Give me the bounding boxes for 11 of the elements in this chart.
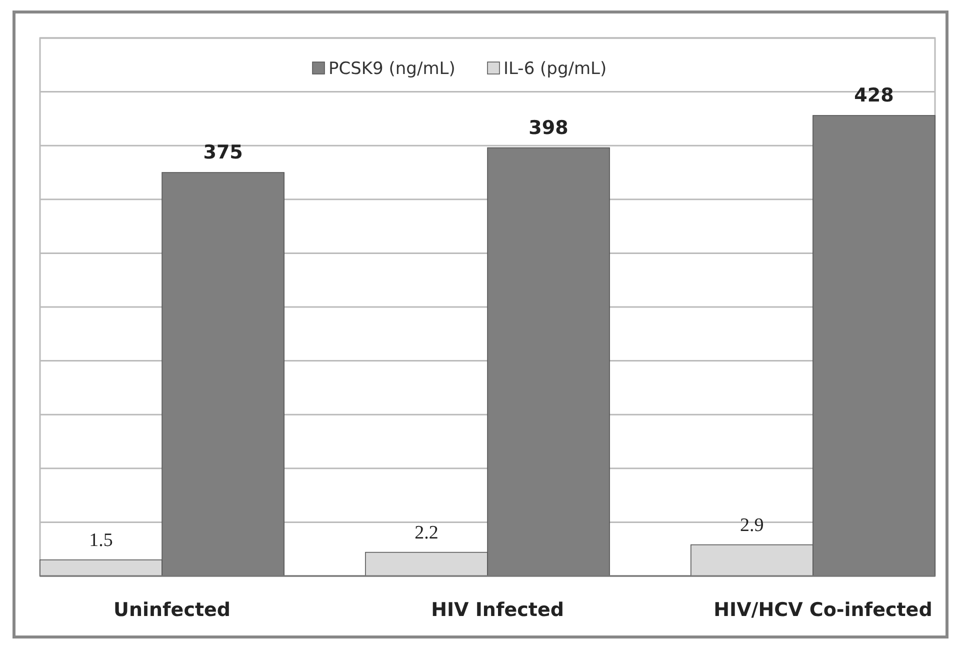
data-label: 375 bbox=[203, 142, 243, 164]
x-tick-label: Uninfected bbox=[114, 599, 231, 621]
data-label: 398 bbox=[528, 116, 568, 139]
x-tick-label: HIV Infected bbox=[431, 599, 564, 621]
data-label: 428 bbox=[854, 84, 894, 106]
data-label: 1.5 bbox=[89, 530, 113, 551]
data-label: 2.2 bbox=[414, 522, 438, 544]
legend-label: IL-6 (pg/mL) bbox=[504, 59, 607, 79]
data-label: 2.9 bbox=[740, 514, 764, 536]
legend-label: PCSK9 (ng/mL) bbox=[328, 59, 456, 79]
x-tick-label: HIV/HCV Co-infected bbox=[714, 599, 932, 621]
